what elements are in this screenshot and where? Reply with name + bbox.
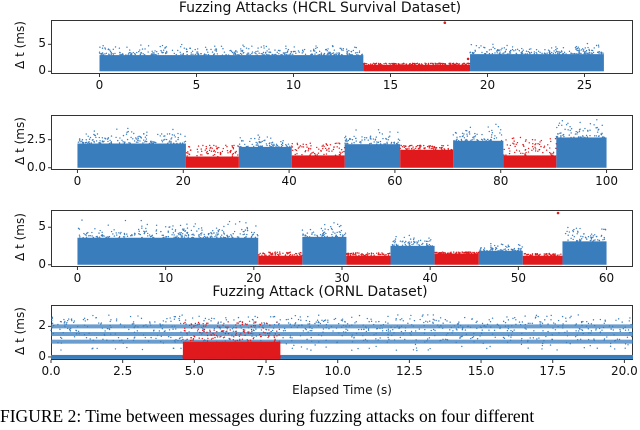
x-tick-label: 25 xyxy=(576,78,593,92)
x-tick-label: 15.0 xyxy=(467,364,495,378)
x-tick-label: 30 xyxy=(334,271,350,285)
x-tick-label: 50 xyxy=(510,271,526,285)
x-tick-label: 20 xyxy=(175,174,191,188)
x-tick-label: 10.0 xyxy=(324,364,352,378)
x-tick-label: 17.5 xyxy=(539,364,567,378)
y-tick-label: 5 xyxy=(38,36,46,51)
x-tick-label: 2.5 xyxy=(113,364,133,378)
title-hcrl-survival: Fuzzing Attacks (HCRL Survival Dataset) xyxy=(178,0,462,16)
x-tick-label: 7.5 xyxy=(256,364,276,378)
x-tick-label: 0.0 xyxy=(41,364,61,378)
x-tick-label: 80 xyxy=(493,174,509,188)
x-tick-label: 20 xyxy=(479,78,496,92)
x-tick-label: 60 xyxy=(387,174,403,188)
y-tick-label: 2.5 xyxy=(26,131,46,146)
x-tick-label: 0 xyxy=(95,78,104,92)
x-tick-label: 0 xyxy=(73,271,82,285)
figure-caption: FIGURE 2: Time between messages during f… xyxy=(0,406,535,426)
y-tick-label: 0 xyxy=(38,63,46,78)
y-tick-label: 5 xyxy=(38,219,46,234)
x-tick-label: 12.5 xyxy=(396,364,423,378)
x-tick-label: 5.0 xyxy=(184,364,204,378)
x-tick-label: 20 xyxy=(246,271,262,285)
x-tick-label: 5 xyxy=(192,78,201,92)
x-tick-label: 40 xyxy=(281,174,297,188)
x-tick-label: 0 xyxy=(73,174,82,188)
x-tick-label: 15 xyxy=(382,78,399,92)
y-tick-label: 0 xyxy=(38,348,46,363)
x-tick-label: 100 xyxy=(595,174,618,188)
title-ornl: Fuzzing Attack (ORNL Dataset) xyxy=(212,284,428,300)
x-tick-label: 60 xyxy=(598,271,615,285)
x-tick-label: 40 xyxy=(422,271,438,285)
y-tick-label: 0.0 xyxy=(26,159,46,174)
y-tick-label: 2 xyxy=(38,318,46,333)
y-tick-label: 0 xyxy=(38,256,46,271)
panel-4-xlabel: Elapsed Time (s) xyxy=(292,383,392,397)
x-tick-label: 10 xyxy=(285,78,302,92)
x-tick-label: 10 xyxy=(157,271,174,285)
x-tick-label: 20.0 xyxy=(611,364,638,378)
